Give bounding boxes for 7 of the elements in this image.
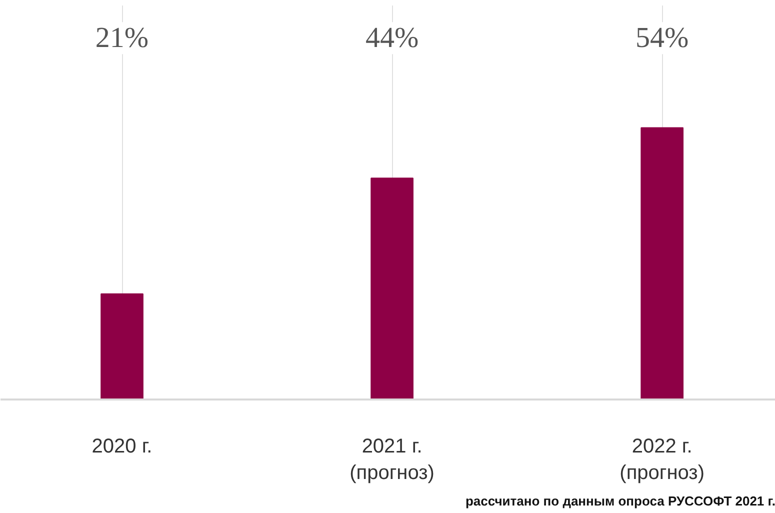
data-label: 21% xyxy=(95,22,149,54)
data-label: 54% xyxy=(636,22,689,54)
data-label: 44% xyxy=(365,22,419,54)
x-tick-label: 2022 г. (прогноз) xyxy=(620,436,704,484)
x-tick-label: 2021 г. (прогноз) xyxy=(350,436,434,484)
text: рассчитано по данным опроса РУССОФТ 2021 г. xyxy=(465,494,775,508)
x-tick-label: 2020 г. xyxy=(92,436,152,458)
